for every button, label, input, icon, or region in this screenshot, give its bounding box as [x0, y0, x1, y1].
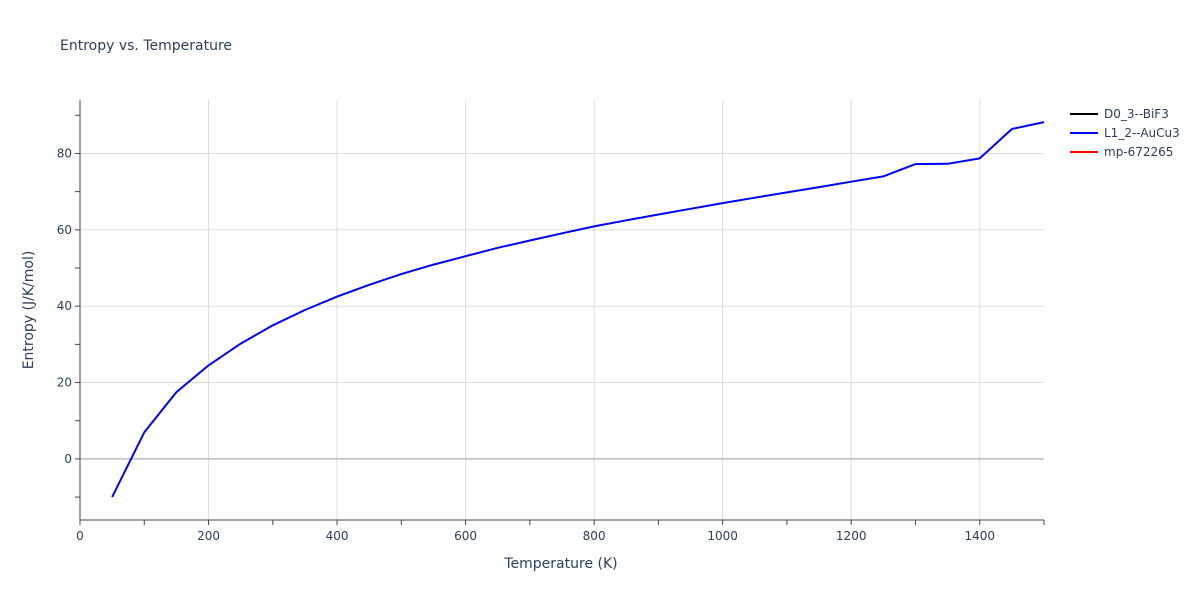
legend[interactable]: D0_3--BiF3 L1_2--AuCu3 mp-672265	[1070, 107, 1180, 159]
x-tick-label: 1400	[964, 529, 995, 543]
y-tick-label: 40	[57, 299, 72, 313]
y-tick-label: 60	[57, 223, 72, 237]
plot-area	[111, 121, 1045, 498]
x-axis-title: Temperature (K)	[503, 556, 617, 572]
legend-label: D0_3--BiF3	[1104, 107, 1169, 121]
chart-title: Entropy vs. Temperature	[60, 38, 232, 54]
y-tick-label: 0	[64, 452, 72, 466]
x-tick-label: 800	[583, 529, 606, 543]
x-tick-label: 400	[326, 529, 349, 543]
y-axis-title: Entropy (J/K/mol)	[21, 251, 37, 370]
legend-label: mp-672265	[1104, 145, 1173, 159]
x-tick-label: 200	[197, 529, 220, 543]
x-tick-labels: 0 200 400 600 800 1000 1200 1400	[76, 529, 995, 543]
x-tick-label: 600	[454, 529, 477, 543]
y-tick-labels: 0 20 40 60 80	[57, 146, 72, 465]
legend-label: L1_2--AuCu3	[1104, 126, 1180, 140]
x-tick-label: 1200	[836, 529, 867, 543]
y-tick-label: 80	[57, 146, 72, 160]
axes	[75, 100, 1045, 525]
grid-lines	[80, 100, 1044, 520]
y-tick-label: 20	[57, 376, 72, 390]
x-tick-label: 0	[76, 529, 84, 543]
series-line	[111, 121, 1045, 498]
x-tick-label: 1000	[707, 529, 738, 543]
